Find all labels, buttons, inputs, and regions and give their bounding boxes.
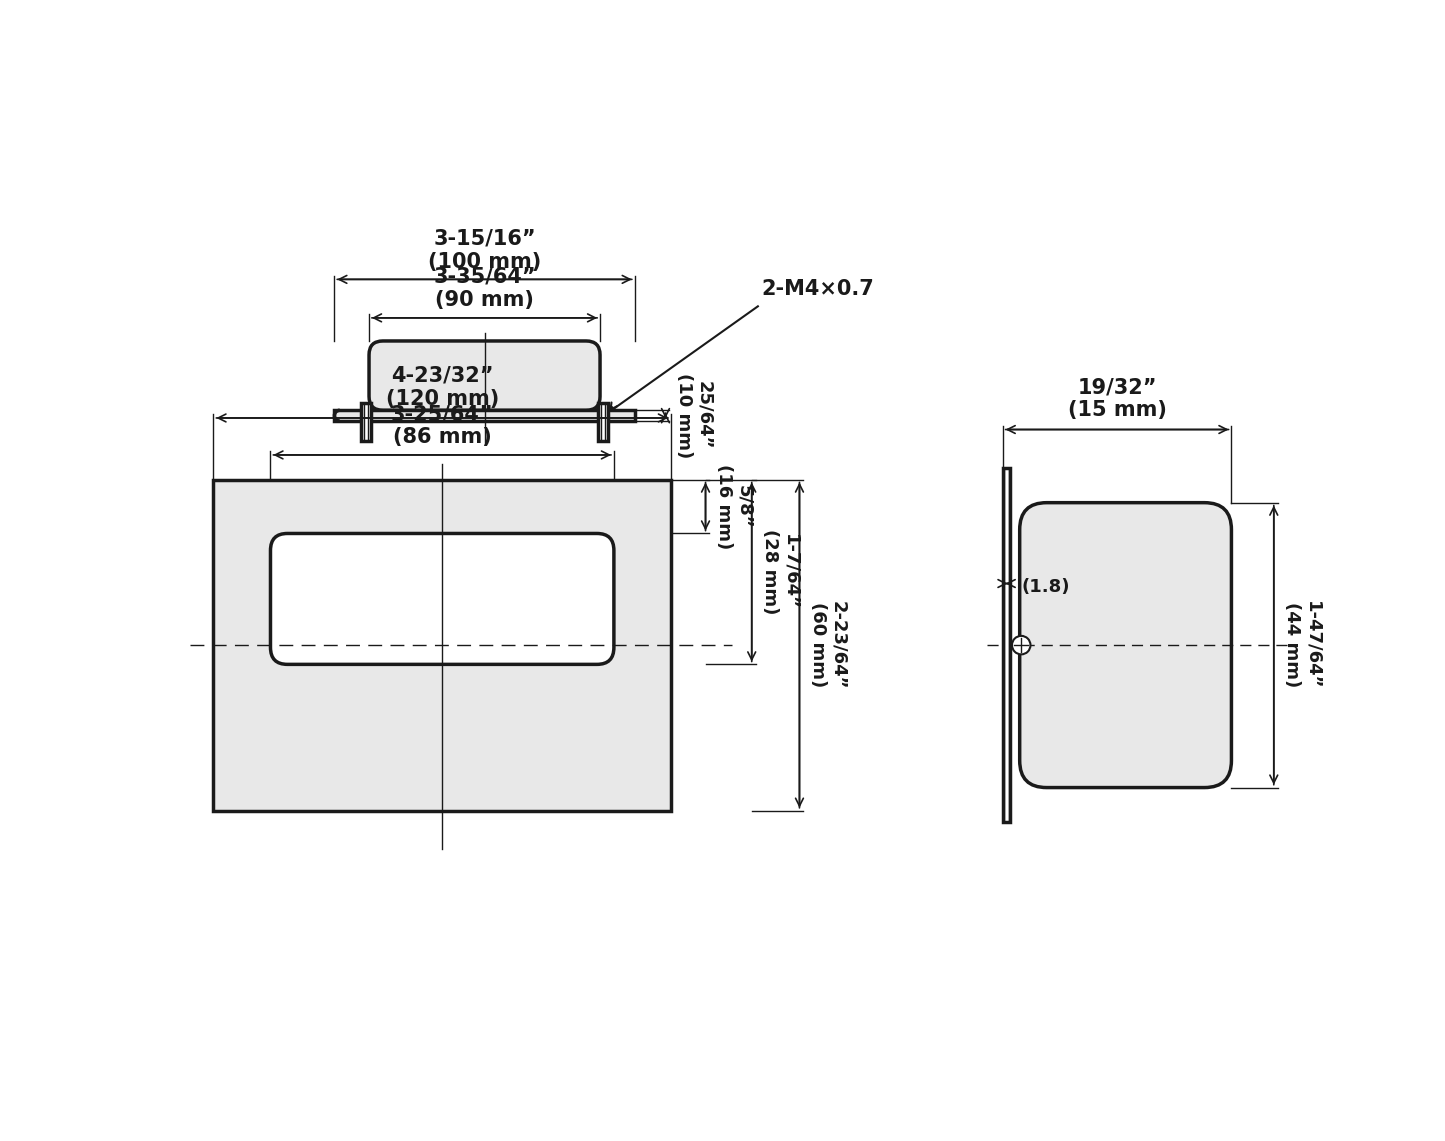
Bar (598, 403, 608, 442)
Circle shape (1011, 636, 1030, 654)
Text: 5/8”
(16 mm): 5/8” (16 mm) (715, 464, 753, 549)
FancyBboxPatch shape (1020, 503, 1231, 787)
Text: 2-M4×0.7: 2-M4×0.7 (762, 278, 874, 299)
Bar (334, 411, 634, 421)
Text: 3-25/64”
(86 mm): 3-25/64” (86 mm) (392, 404, 494, 447)
Bar (361, 403, 370, 442)
Text: 1-7/64”
(28 mm): 1-7/64” (28 mm) (762, 529, 799, 615)
Text: 2-23/64”
(60 mm): 2-23/64” (60 mm) (809, 601, 848, 689)
Text: 4-23/32”
(120 mm): 4-23/32” (120 mm) (386, 365, 499, 408)
FancyBboxPatch shape (270, 534, 614, 664)
Text: 1-47/64”
(44 mm): 1-47/64” (44 mm) (1283, 601, 1322, 689)
Bar (214, 479, 670, 810)
Text: (1.8): (1.8) (1022, 578, 1071, 597)
Text: 25/64”
(10 mm): 25/64” (10 mm) (675, 373, 714, 459)
FancyBboxPatch shape (368, 341, 600, 411)
Text: 3-35/64”
(90 mm): 3-35/64” (90 mm) (434, 267, 536, 310)
Text: 19/32”
(15 mm): 19/32” (15 mm) (1068, 377, 1166, 420)
Text: 3-15/16”
(100 mm): 3-15/16” (100 mm) (428, 228, 542, 272)
Bar (1003, 468, 1010, 823)
